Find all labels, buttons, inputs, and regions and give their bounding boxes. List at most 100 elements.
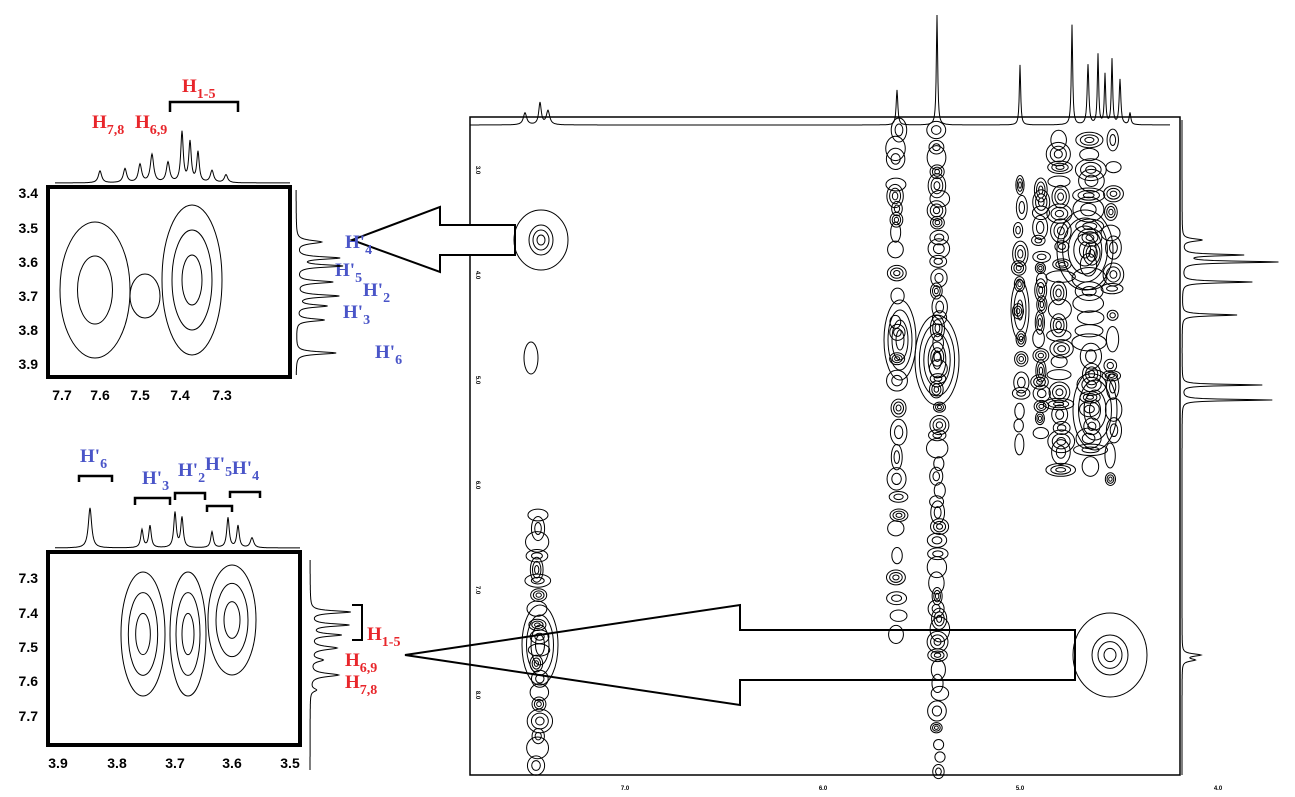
contour xyxy=(889,625,904,643)
contour xyxy=(1039,404,1044,408)
x-tick-label: 7.5 xyxy=(130,387,150,403)
peak-label: H'5 xyxy=(205,454,232,480)
contour xyxy=(130,274,160,318)
peak-label-main: H' xyxy=(142,468,162,489)
contour xyxy=(216,583,248,656)
contour xyxy=(1107,267,1121,282)
contour xyxy=(888,241,904,258)
highlight-circle xyxy=(1073,613,1147,697)
contour xyxy=(136,613,151,654)
contour xyxy=(1015,434,1024,455)
peak-label: H7,8 xyxy=(92,112,124,138)
peak-label-sub: 1-5 xyxy=(382,635,401,650)
y-tick-label: 7.6 xyxy=(19,673,39,689)
peak-label-main: H' xyxy=(375,342,395,363)
x-tick-label: 3.9 xyxy=(48,755,68,771)
contour xyxy=(176,593,200,676)
contour xyxy=(182,613,194,654)
peak-label-sub: 4 xyxy=(365,243,372,258)
contour xyxy=(892,473,902,484)
contour xyxy=(533,230,549,250)
contour xyxy=(1106,162,1121,173)
y-tick-label: 7.7 xyxy=(19,708,39,724)
y-tick-label: 6.0 xyxy=(474,481,480,490)
contour xyxy=(895,426,903,439)
contour xyxy=(934,288,938,293)
contour xyxy=(1048,299,1071,320)
contour xyxy=(1110,313,1115,318)
spectrum-trace xyxy=(296,190,343,375)
peak-label-sub: 3 xyxy=(162,479,169,494)
contour xyxy=(934,740,944,750)
peak-label: H6,9 xyxy=(135,112,167,138)
contour xyxy=(936,422,942,428)
contour xyxy=(532,729,544,744)
contour xyxy=(887,468,906,491)
contour xyxy=(1032,235,1046,245)
peak-label-sub: 6,9 xyxy=(360,661,378,676)
x-tick-label: 6.0 xyxy=(819,786,828,792)
contour xyxy=(934,182,940,190)
contour xyxy=(886,148,904,169)
y-tick-label: 4.0 xyxy=(474,271,480,280)
contour xyxy=(891,288,904,304)
contour xyxy=(1018,334,1025,344)
contour xyxy=(934,726,938,729)
contour xyxy=(1046,271,1075,283)
contour xyxy=(1015,403,1024,419)
contour xyxy=(928,548,948,560)
highlight-circle xyxy=(514,210,568,270)
y-tick-label: 3.5 xyxy=(19,220,39,236)
contour xyxy=(932,674,943,692)
contour xyxy=(891,154,900,165)
peak-label-main: H' xyxy=(345,232,365,253)
contour xyxy=(524,342,538,374)
arrow-top xyxy=(352,207,515,272)
peak-label-sub: 7,8 xyxy=(360,683,378,698)
contour xyxy=(1107,310,1118,320)
contour xyxy=(1014,263,1024,273)
peak-label-main: H' xyxy=(205,454,225,475)
peak-label: H'2 xyxy=(363,280,390,306)
contour xyxy=(1038,363,1045,378)
contour xyxy=(932,706,941,716)
contour xyxy=(1047,370,1071,380)
contour xyxy=(894,451,899,464)
contour xyxy=(522,605,558,685)
contour xyxy=(531,713,548,729)
peak-label: H'3 xyxy=(343,302,370,328)
contour xyxy=(1016,195,1027,219)
contour xyxy=(1050,146,1066,162)
contour xyxy=(525,574,551,587)
contour xyxy=(162,205,222,355)
contour xyxy=(890,610,907,621)
contour xyxy=(1048,400,1068,408)
peak-label-sub: 3 xyxy=(363,313,370,328)
contour xyxy=(1052,163,1068,171)
contour xyxy=(931,501,945,524)
y-tick-label: 3.0 xyxy=(474,166,480,175)
contour xyxy=(1086,350,1097,363)
bracket xyxy=(79,476,260,512)
contour xyxy=(1110,191,1117,196)
contour xyxy=(526,550,548,563)
contour xyxy=(530,684,548,701)
contour xyxy=(1082,457,1099,477)
y-tick-label: 7.0 xyxy=(474,586,480,595)
contour xyxy=(891,222,901,242)
contour xyxy=(1056,468,1066,472)
peak-label: H'6 xyxy=(375,342,402,368)
contour xyxy=(1056,410,1064,420)
contour xyxy=(935,752,945,762)
x-tick-label: 5.0 xyxy=(1016,786,1025,792)
contour xyxy=(1019,201,1024,213)
contour xyxy=(1056,289,1061,297)
x-tick-label: 7.3 xyxy=(212,387,232,403)
contour xyxy=(535,523,542,535)
contour xyxy=(531,517,544,541)
contour xyxy=(1106,326,1118,351)
contour xyxy=(1038,299,1045,311)
contour xyxy=(1035,238,1042,243)
contour xyxy=(182,255,202,305)
contour xyxy=(933,432,942,438)
